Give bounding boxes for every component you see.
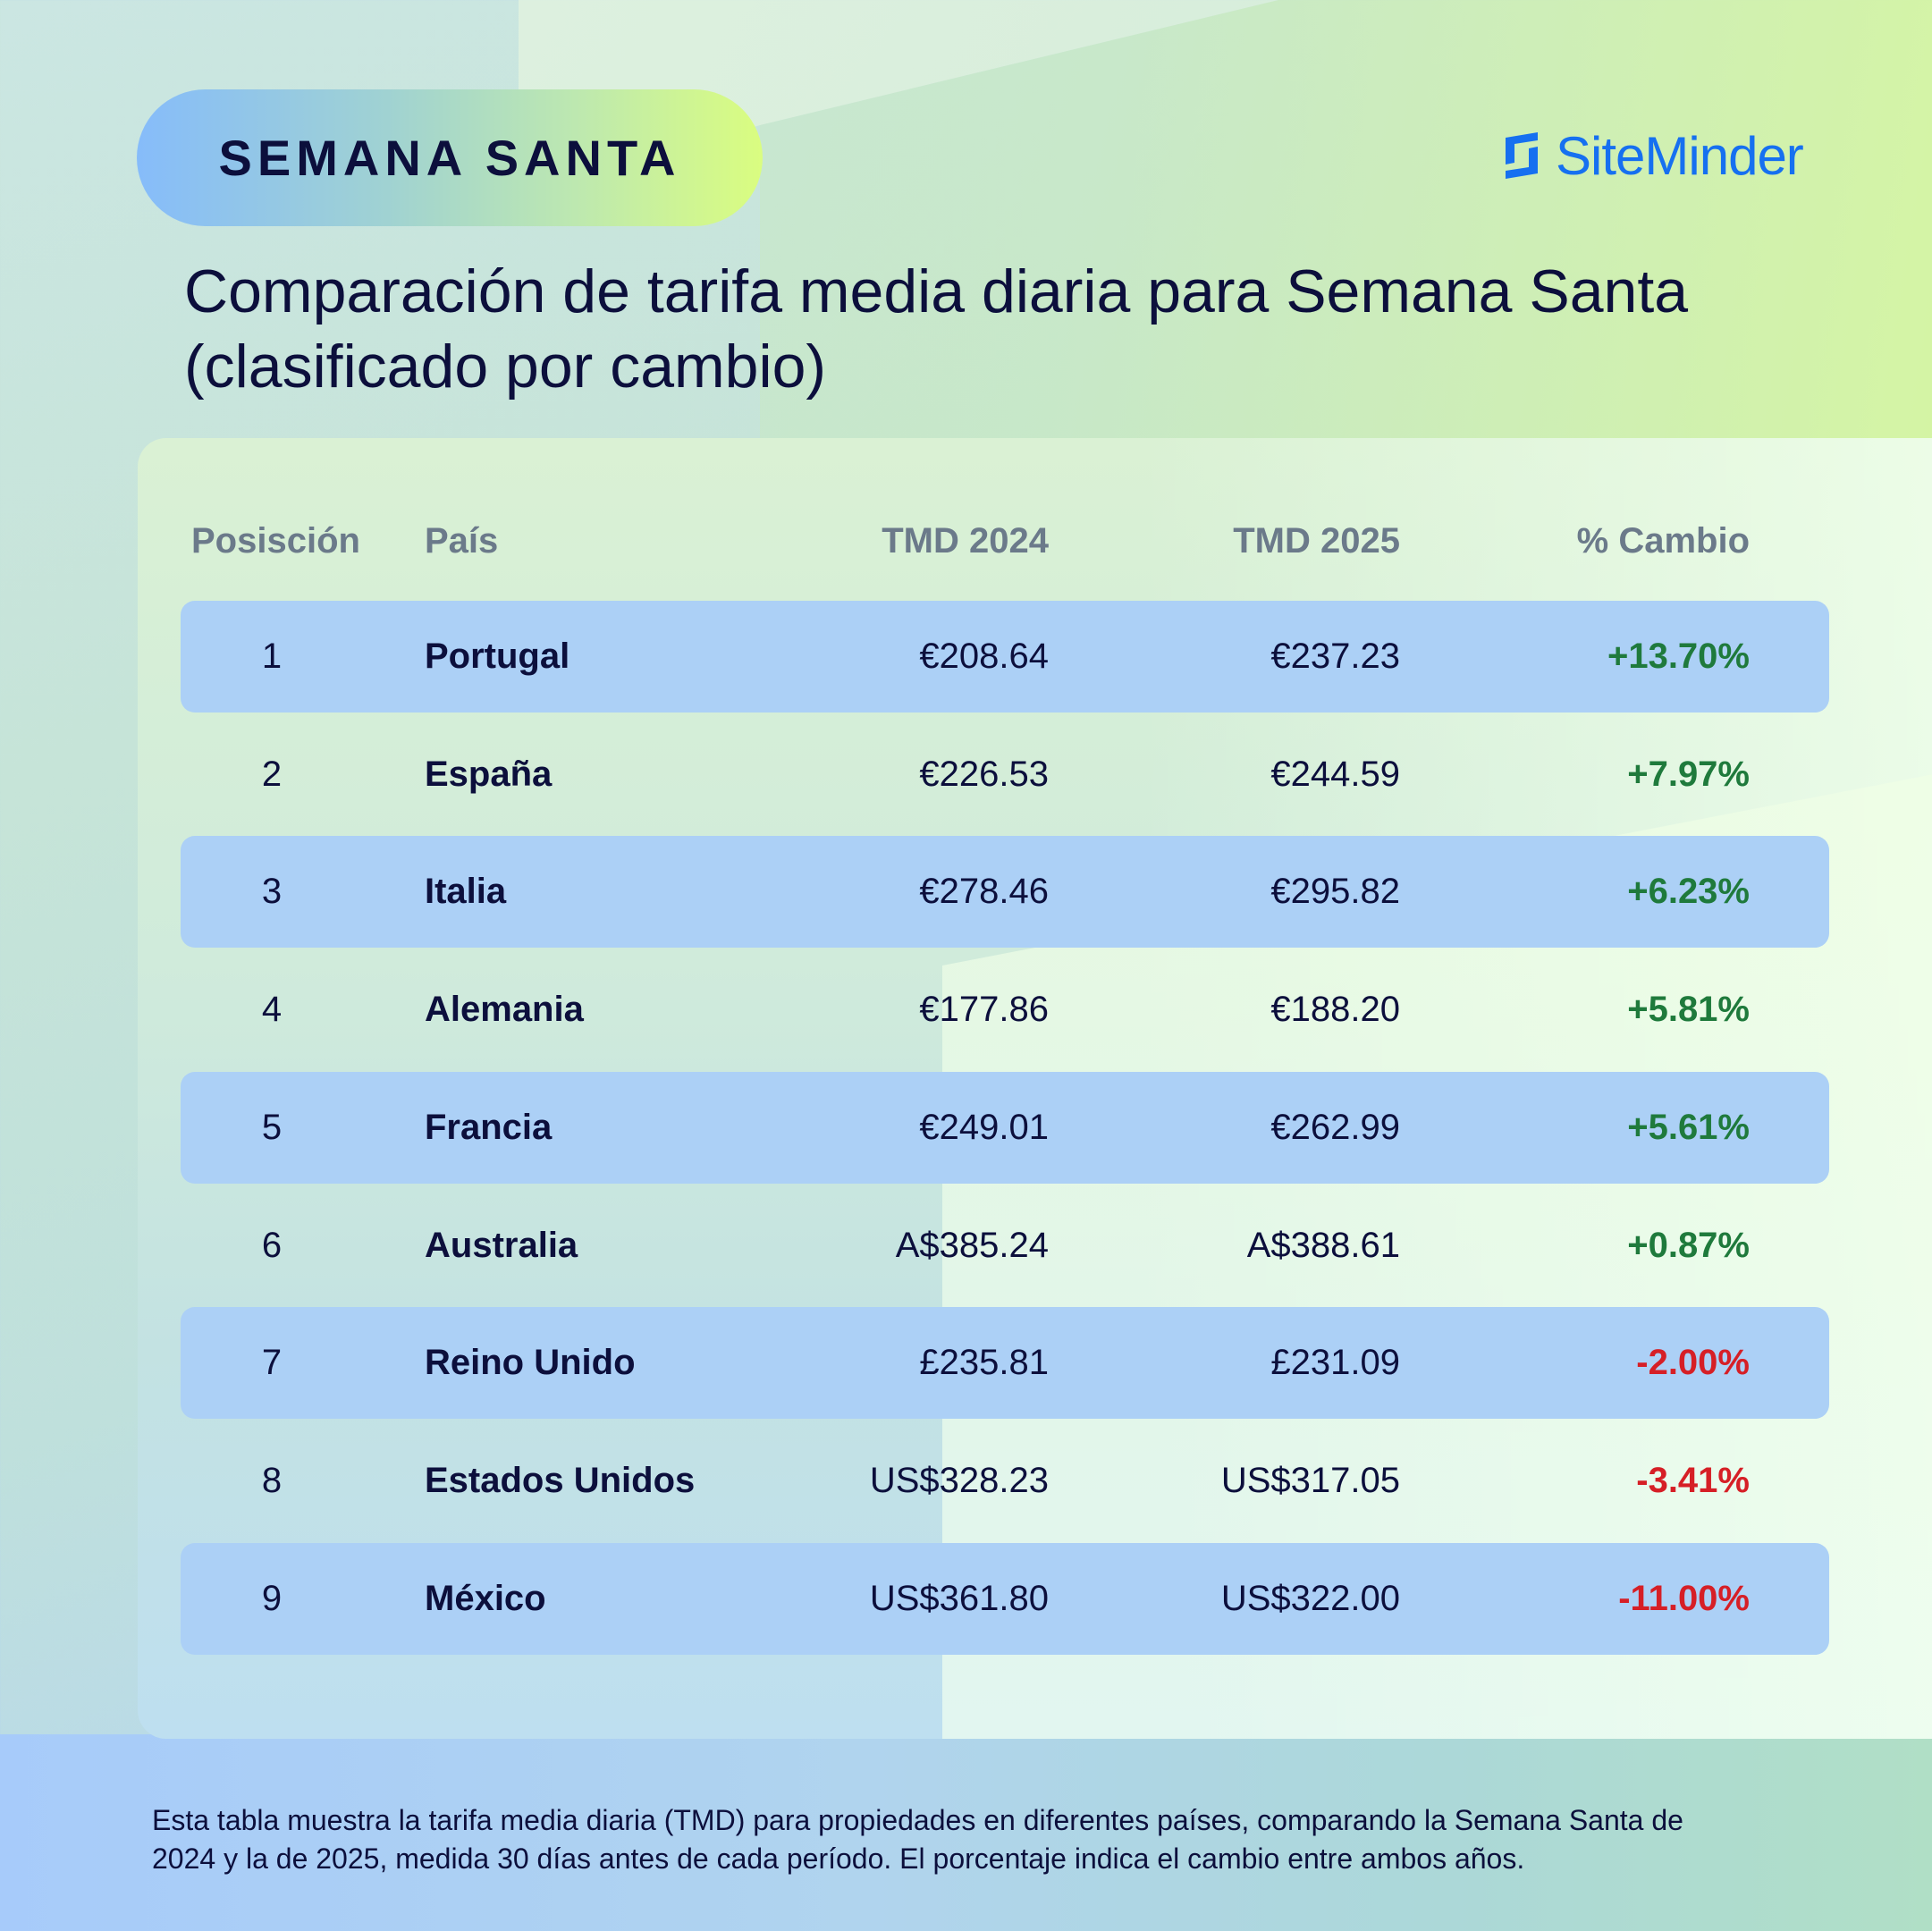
row-change: +7.97% bbox=[1627, 754, 1750, 794]
row-change: +0.87% bbox=[1627, 1225, 1750, 1265]
row-change: -3.41% bbox=[1636, 1460, 1750, 1500]
row-tmd-2024: €208.64 bbox=[919, 637, 1049, 676]
row-position: 4 bbox=[261, 990, 283, 1030]
row-tmd-2024: €249.01 bbox=[919, 1107, 1049, 1147]
table-card: Posisción País TMD 2024 TMD 2025 % Cambi… bbox=[138, 438, 1932, 1739]
row-tmd-2025: A$388.61 bbox=[1246, 1225, 1400, 1265]
header-country: País bbox=[425, 521, 499, 561]
row-tmd-2025: €237.23 bbox=[1270, 637, 1400, 676]
table-row: 1 Portugal €208.64 €237.23 +13.70% bbox=[181, 601, 1829, 713]
brand-name: SiteMinder bbox=[1556, 125, 1804, 186]
row-position: 3 bbox=[261, 872, 283, 912]
row-position: 6 bbox=[261, 1225, 283, 1265]
row-position: 5 bbox=[261, 1107, 283, 1147]
row-tmd-2024: €278.46 bbox=[919, 872, 1049, 912]
row-country: España bbox=[425, 754, 553, 794]
row-position: 8 bbox=[261, 1460, 283, 1500]
row-tmd-2025: €295.82 bbox=[1270, 872, 1400, 912]
row-tmd-2025: US$322.00 bbox=[1220, 1578, 1400, 1618]
row-country: Alemania bbox=[425, 990, 584, 1030]
row-position: 9 bbox=[261, 1578, 283, 1618]
table-row: 7 Reino Unido £235.81 £231.09 -2.00% bbox=[181, 1307, 1829, 1420]
row-change: -11.00% bbox=[1618, 1578, 1750, 1618]
row-country: México bbox=[425, 1578, 546, 1618]
semana-santa-badge: SEMANA SANTA bbox=[137, 89, 763, 226]
badge-label: SEMANA SANTA bbox=[218, 130, 681, 186]
title-line-2: (clasificado por cambio) bbox=[184, 333, 827, 401]
row-change: +6.23% bbox=[1627, 872, 1750, 912]
row-change: +13.70% bbox=[1607, 637, 1750, 676]
row-tmd-2024: €226.53 bbox=[919, 754, 1049, 794]
table-row: 9 México US$361.80 US$322.00 -11.00% bbox=[181, 1542, 1829, 1655]
row-position: 7 bbox=[261, 1343, 283, 1383]
siteminder-logo: SiteMinder bbox=[1504, 125, 1804, 186]
row-tmd-2024: US$328.23 bbox=[869, 1460, 1049, 1500]
footnote-line-2: 2024 y la de 2025, medida 30 días antes … bbox=[152, 1842, 1525, 1875]
row-position: 2 bbox=[261, 754, 283, 794]
row-change: -2.00% bbox=[1636, 1343, 1750, 1383]
row-tmd-2025: €262.99 bbox=[1270, 1107, 1400, 1147]
row-tmd-2025: US$317.05 bbox=[1220, 1460, 1400, 1500]
table-row: 3 Italia €278.46 €295.82 +6.23% bbox=[181, 836, 1829, 949]
header-change: % Cambio bbox=[1576, 521, 1750, 561]
row-change: +5.81% bbox=[1627, 990, 1750, 1030]
row-country: Estados Unidos bbox=[425, 1460, 696, 1500]
row-tmd-2025: €188.20 bbox=[1270, 990, 1400, 1030]
row-country: Portugal bbox=[425, 637, 570, 676]
row-tmd-2024: A$385.24 bbox=[895, 1225, 1049, 1265]
row-position: 1 bbox=[261, 637, 283, 676]
table-row: 8 Estados Unidos US$328.23 US$317.05 -3.41% bbox=[181, 1425, 1829, 1537]
row-tmd-2025: £231.09 bbox=[1270, 1343, 1400, 1383]
table-row: 4 Alemania €177.86 €188.20 +5.81% bbox=[181, 954, 1829, 1066]
title-line-1: Comparación de tarifa media diaria para … bbox=[184, 257, 1689, 325]
header-tmd-2024: TMD 2024 bbox=[882, 521, 1049, 561]
row-country: Francia bbox=[425, 1107, 553, 1147]
table-row: 6 Australia A$385.24 A$388.61 +0.87% bbox=[181, 1190, 1829, 1302]
row-country: Italia bbox=[425, 872, 507, 912]
footnote: Esta tabla muestra la tarifa media diari… bbox=[152, 1801, 1851, 1878]
table-header: Posisción País TMD 2024 TMD 2025 % Cambi… bbox=[191, 485, 1840, 597]
table-row: 2 España €226.53 €244.59 +7.97% bbox=[181, 719, 1829, 831]
page-title: Comparación de tarifa media diaria para … bbox=[184, 254, 1793, 404]
row-tmd-2024: £235.81 bbox=[919, 1343, 1049, 1383]
row-country: Reino Unido bbox=[425, 1343, 636, 1383]
table-row: 5 Francia €249.01 €262.99 +5.61% bbox=[181, 1071, 1829, 1184]
row-change: +5.61% bbox=[1627, 1107, 1750, 1147]
header-tmd-2025: TMD 2025 bbox=[1233, 521, 1400, 561]
header-position: Posisción bbox=[191, 521, 360, 561]
row-tmd-2025: €244.59 bbox=[1270, 754, 1400, 794]
row-country: Australia bbox=[425, 1225, 578, 1265]
row-tmd-2024: €177.86 bbox=[919, 990, 1049, 1030]
siteminder-logo-icon bbox=[1506, 132, 1538, 179]
row-tmd-2024: US$361.80 bbox=[869, 1578, 1049, 1618]
footnote-line-1: Esta tabla muestra la tarifa media diari… bbox=[152, 1804, 1683, 1836]
